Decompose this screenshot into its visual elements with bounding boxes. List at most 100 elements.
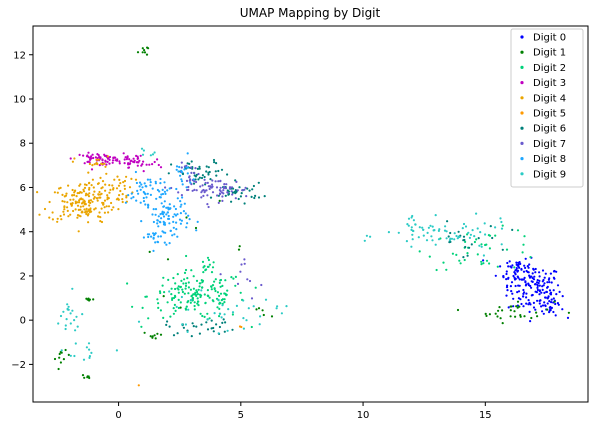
digit-8-point <box>149 184 152 187</box>
digit-9-point <box>90 351 93 354</box>
digit-9-point <box>217 298 220 301</box>
digit-2-point <box>187 300 190 303</box>
digit-2-point <box>206 256 210 259</box>
digit-3-point <box>82 154 85 157</box>
digit-8-point <box>172 226 175 229</box>
digit-0-point <box>552 289 555 292</box>
digit-1-point <box>488 313 491 316</box>
digit-3-point <box>98 164 101 167</box>
digit-2-point <box>207 294 210 298</box>
digit-8-point <box>165 213 168 216</box>
digit-9-point <box>410 226 413 229</box>
digit-1-point <box>530 316 533 320</box>
digit-0-point <box>520 268 523 271</box>
digit-0-point <box>530 275 533 278</box>
digit-6-point <box>215 323 218 326</box>
digit-6-point <box>215 162 218 165</box>
digit-0-point <box>528 274 531 277</box>
digit-6-point <box>210 319 213 322</box>
digit-0-point <box>561 295 564 298</box>
digit-6-point <box>193 174 196 177</box>
digit-3-point <box>132 160 135 163</box>
digit-7-point <box>218 189 221 192</box>
digit-8-point <box>186 222 189 225</box>
digit-8-point <box>142 190 145 194</box>
digit-4-point <box>125 175 128 178</box>
digit-4-point <box>92 193 95 196</box>
digit-7-point <box>164 186 167 189</box>
digit-7-point <box>194 167 197 170</box>
digit-2-point <box>488 262 491 265</box>
digit-8-point <box>153 234 156 237</box>
digit-0-point <box>505 270 508 273</box>
digit-2-point <box>177 306 180 310</box>
digit-8-point <box>145 196 148 199</box>
digit-6-point <box>188 162 191 165</box>
digit-2-point <box>171 298 174 301</box>
digit-0-point <box>505 286 509 289</box>
digit-4-point <box>78 191 81 195</box>
digit-9-point <box>242 299 245 302</box>
digit-2-point <box>167 278 170 281</box>
digit-9-point <box>444 225 447 228</box>
digit-0-point <box>514 269 517 272</box>
digit-0-point <box>546 297 549 300</box>
digit-4-point <box>84 194 87 197</box>
digit-0-point <box>511 292 514 295</box>
digit-9-point <box>175 305 178 308</box>
digit-1-point <box>498 306 501 309</box>
digit-0-point <box>534 267 537 271</box>
digit-9-point <box>445 230 448 233</box>
digit-2-point <box>182 282 185 285</box>
digit-8-point <box>163 181 166 184</box>
digit-8-point <box>127 194 130 197</box>
digit-4-point <box>91 178 94 181</box>
digit-8-point <box>142 236 145 239</box>
digit-9-point <box>247 307 250 310</box>
digit-7-point <box>222 192 225 195</box>
digit-2-point <box>435 268 438 272</box>
digit-3-point <box>142 170 145 173</box>
digit-3-point <box>94 156 97 159</box>
digit-8-point <box>161 230 164 233</box>
digit-4-point <box>51 218 55 221</box>
digit-4-point <box>72 198 75 201</box>
digit-1-point <box>179 306 182 309</box>
digit-1-point <box>535 311 538 314</box>
digit-9-point <box>429 224 432 227</box>
digit-0-point <box>552 310 555 314</box>
digit-9-point <box>140 147 144 150</box>
digit-9-point <box>405 240 408 243</box>
digit-8-point <box>172 220 175 223</box>
digit-4-point <box>103 162 106 165</box>
digit-4-point <box>88 211 91 214</box>
digit-9-point <box>431 239 434 242</box>
digit-8-point <box>149 181 152 184</box>
digit-2-point <box>163 291 166 294</box>
digit-6-point <box>208 170 211 174</box>
digit-0-point <box>543 291 546 294</box>
digit-8-point <box>155 197 158 200</box>
digit-2-point <box>224 279 227 282</box>
digit-8-point <box>130 197 133 200</box>
digit-6-point <box>214 170 217 173</box>
digit-0-point <box>534 308 537 311</box>
digit-2-point <box>219 302 222 305</box>
digit-1-point <box>143 331 146 334</box>
digit-7-point <box>177 191 180 194</box>
digit-4-point <box>100 187 103 190</box>
digit-0-point <box>542 278 545 282</box>
digit-4-point <box>76 216 79 219</box>
digit-2-point <box>189 301 192 304</box>
digit-8-point <box>168 207 171 210</box>
digit-9-point <box>275 307 278 310</box>
digit-1-point <box>67 353 70 356</box>
digit-9-point <box>200 289 203 292</box>
digit-7-point <box>239 270 242 273</box>
digit-6-point <box>212 158 216 162</box>
digit-7-point <box>193 188 196 191</box>
digit-0-point <box>543 276 546 279</box>
digit-1-point <box>141 51 144 54</box>
digit-3-point <box>130 159 133 162</box>
digit-8-point <box>135 199 138 202</box>
